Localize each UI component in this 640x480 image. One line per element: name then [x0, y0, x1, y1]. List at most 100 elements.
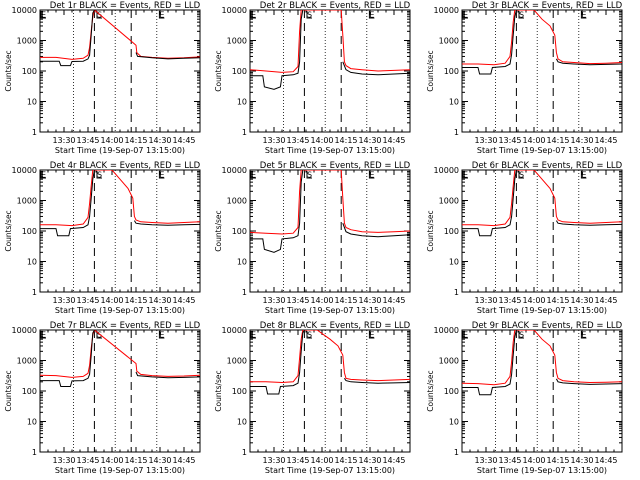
y-tick-label: 10000	[222, 166, 247, 175]
events-series-line-tail	[135, 371, 200, 379]
y-tick-label: 100	[444, 387, 459, 396]
y-tick-label: 10	[27, 418, 37, 427]
interval-marker-label: S	[519, 331, 524, 340]
lld-series-line	[462, 330, 622, 386]
x-tick-label: 14:30	[570, 296, 593, 305]
x-tick-label: 13:45	[286, 456, 309, 465]
x-tick-label: 14:45	[172, 296, 195, 305]
interval-marker-bracket	[518, 331, 524, 339]
panel-3: Det 3r BLACK = Events, RED = LLD 1 10 100 10…	[426, 1, 623, 155]
y-tick-label: 1000	[17, 197, 37, 206]
y-tick-label: 10	[449, 98, 459, 107]
panel-4: Det 4r BLACK = Events, RED = LLD 1 10 100 10…	[4, 161, 201, 315]
y-tick-label: 100	[232, 387, 247, 396]
interval-marker-label: E	[463, 331, 468, 340]
x-tick-label: 14:00	[310, 456, 333, 465]
x-tick-label: 13:45	[76, 296, 99, 305]
interval-marker-label: E	[463, 171, 468, 180]
events-series-line-tail	[555, 220, 622, 226]
x-axis-label: Start Time (19-Sep-07 13:15:00)	[265, 146, 395, 155]
y-tick-label: 1000	[227, 357, 247, 366]
interval-marker-bracket	[306, 171, 312, 179]
interval-marker-label: E	[581, 171, 586, 180]
interval-marker-bracket	[518, 11, 524, 19]
x-tick-label: 13:45	[76, 136, 99, 145]
interval-marker-bracket	[96, 171, 102, 179]
x-tick-label: 14:30	[358, 456, 381, 465]
events-series-line-tail	[135, 52, 200, 60]
y-tick-label: 1000	[17, 37, 37, 46]
plot-frame	[249, 169, 411, 293]
interval-marker-bracket	[580, 11, 587, 19]
panel-title: Det 2r BLACK = Events, RED = LLD	[260, 1, 411, 11]
y-tick-label: 10000	[12, 6, 37, 15]
interval-marker-label: E	[159, 331, 164, 340]
events-series-line	[40, 330, 95, 387]
y-tick-label: 1000	[17, 357, 37, 366]
interval-marker-bracket	[96, 11, 102, 19]
x-tick-label: 14:30	[148, 456, 171, 465]
y-tick-label: 1	[32, 128, 37, 137]
interval-marker-bracket	[368, 11, 375, 19]
panel-title: Det 9r BLACK = Events, RED = LLD	[472, 321, 623, 331]
x-tick-label: 14:45	[594, 456, 617, 465]
y-tick-label: 10	[237, 258, 247, 267]
x-tick-label: 14:30	[570, 456, 593, 465]
x-tick-label: 14:15	[124, 136, 147, 145]
x-tick-label: 14:45	[172, 456, 195, 465]
interval-marker-bracket	[158, 331, 165, 339]
x-tick-label: 13:30	[474, 296, 497, 305]
y-axis-label: Counts/sec	[214, 210, 223, 251]
x-tick-label: 14:00	[310, 136, 333, 145]
x-axis-label: Start Time (19-Sep-07 13:15:00)	[477, 306, 607, 315]
x-tick-label: 14:45	[172, 136, 195, 145]
interval-marker-bracket	[306, 331, 312, 339]
plot-frame	[39, 329, 201, 453]
plot-frame	[461, 169, 623, 293]
x-tick-label: 14:30	[358, 296, 381, 305]
interval-marker-label: E	[41, 11, 46, 20]
y-tick-label: 1000	[439, 197, 459, 206]
panel-title: Det 3r BLACK = Events, RED = LLD	[472, 1, 623, 11]
y-tick-label: 1000	[439, 37, 459, 46]
y-tick-label: 10	[237, 418, 247, 427]
x-tick-label: 14:00	[100, 456, 123, 465]
x-tick-label: 13:30	[474, 456, 497, 465]
interval-marker-label: S	[519, 171, 524, 180]
x-tick-label: 14:15	[334, 136, 357, 145]
y-axis-label: Counts/sec	[4, 50, 13, 91]
lld-series-line	[250, 330, 410, 384]
panel-title: Det 8r BLACK = Events, RED = LLD	[260, 321, 411, 331]
x-tick-label: 13:45	[498, 136, 521, 145]
y-axis-label: Counts/sec	[214, 370, 223, 411]
events-series-line	[250, 170, 304, 253]
interval-marker-bracket	[462, 171, 468, 179]
y-tick-label: 1	[454, 128, 459, 137]
interval-marker-label: E	[369, 331, 374, 340]
interval-marker-bracket	[40, 171, 46, 179]
y-axis-label: Counts/sec	[426, 210, 435, 251]
y-tick-label: 10000	[222, 326, 247, 335]
x-tick-label: 13:45	[498, 456, 521, 465]
y-tick-label: 10	[449, 418, 459, 427]
panel-5: Det 5r BLACK = Events, RED = LLD 1 10 100 10…	[214, 161, 411, 315]
y-tick-label: 10	[27, 258, 37, 267]
x-tick-label: 13:45	[498, 296, 521, 305]
y-tick-label: 10000	[222, 6, 247, 15]
x-tick-label: 14:00	[522, 136, 545, 145]
y-tick-label: 100	[232, 227, 247, 236]
interval-marker-label: E	[251, 331, 256, 340]
panel-8: Det 8r BLACK = Events, RED = LLD 1 10 100 10…	[214, 321, 411, 475]
x-tick-label: 13:30	[262, 296, 285, 305]
x-tick-label: 13:45	[76, 456, 99, 465]
lld-series-line	[462, 10, 622, 66]
y-axis-label: Counts/sec	[426, 370, 435, 411]
x-tick-label: 14:15	[546, 456, 569, 465]
x-tick-label: 14:45	[382, 456, 405, 465]
x-tick-label: 13:30	[262, 456, 285, 465]
x-axis-label: Start Time (19-Sep-07 13:15:00)	[265, 306, 395, 315]
panel-title: Det 6r BLACK = Events, RED = LLD	[472, 161, 623, 171]
x-tick-label: 14:30	[358, 136, 381, 145]
y-axis-label: Counts/sec	[214, 50, 223, 91]
